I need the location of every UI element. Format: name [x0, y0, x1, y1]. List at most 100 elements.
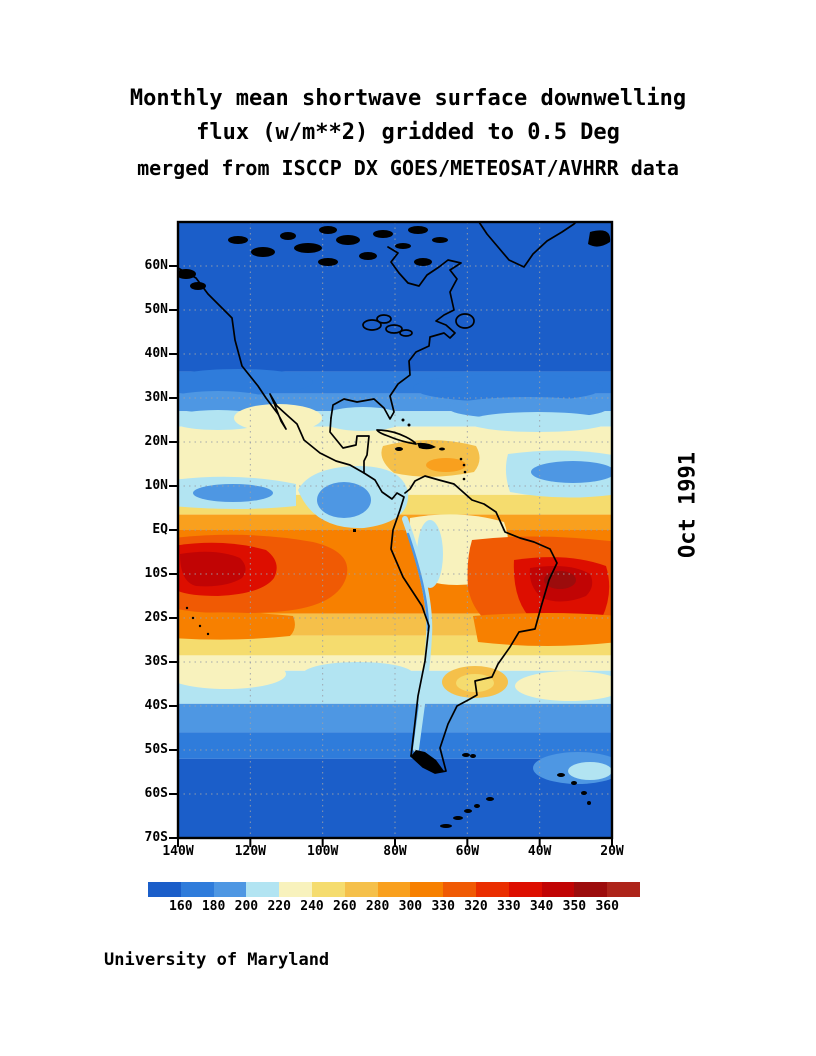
pacific-island	[191, 616, 195, 620]
lat-tick-label: 10N	[144, 478, 168, 493]
date-side-label: Oct 1991	[675, 452, 701, 558]
antilles-island	[462, 477, 466, 481]
arctic-island	[319, 226, 337, 234]
antarctic-peninsula-island	[486, 797, 494, 801]
antilles-island	[463, 470, 467, 474]
falkland-island	[462, 753, 470, 757]
lon-tick-label: 100W	[307, 844, 339, 859]
colorbar-segment	[344, 882, 378, 897]
lat-tick-label: 20N	[144, 434, 168, 449]
lon-tick-label: 120W	[234, 844, 266, 859]
jamaica	[395, 447, 403, 451]
great-lake-outline	[362, 319, 382, 331]
colorbar-tick-label: 180	[201, 899, 226, 914]
great-lake-outline	[385, 324, 403, 334]
colorbar-segment	[508, 882, 542, 897]
colorbar	[148, 882, 640, 897]
colorbar-segment	[148, 882, 181, 897]
colorbar-segment	[574, 882, 608, 897]
falkland-island	[470, 754, 476, 758]
antarctic-peninsula-island	[474, 804, 480, 808]
colorbar-segment	[475, 882, 509, 897]
lon-tick-label: 60W	[455, 844, 480, 859]
arctic-island	[414, 258, 432, 266]
lat-tick-label: 30S	[144, 654, 168, 669]
colorbar-tick-label: 240	[300, 899, 324, 914]
south-georgia-island	[571, 781, 577, 785]
lat-tick-label: 60N	[144, 258, 168, 273]
galapagos	[353, 529, 356, 532]
islands	[178, 226, 611, 828]
colorbar-segment	[541, 882, 575, 897]
puerto-rico	[439, 447, 445, 451]
lat-tick-label: 40N	[144, 346, 168, 361]
colorbar-tick-label: 320	[464, 899, 488, 914]
flux-map	[169, 220, 614, 847]
title-line-2: flux (w/m**2) gridded to 0.5 Deg	[196, 120, 620, 145]
colorbar-tick-label: 160	[169, 899, 193, 914]
lat-tick-label: 40S	[144, 698, 168, 713]
colorbar-segment	[607, 882, 640, 897]
arctic-island	[432, 237, 448, 243]
coastline-east-south-america	[404, 475, 558, 774]
lat-tick-label: 20S	[144, 610, 168, 625]
great-lake-outline	[399, 329, 413, 337]
colorbar-segment	[213, 882, 247, 897]
south-sandwich-island	[587, 801, 591, 805]
alaska-panhandle-island	[190, 282, 206, 290]
lat-tick-label: 70S	[144, 830, 168, 845]
lat-tick-label: 60S	[144, 786, 168, 801]
colorbar-tick-label: 340	[529, 899, 554, 914]
lon-tick-label: 80W	[383, 844, 407, 859]
bahamas-island	[401, 418, 405, 422]
south-georgia-island	[557, 773, 565, 777]
colorbar-segment	[180, 882, 214, 897]
lat-tick-label: 50S	[144, 742, 168, 757]
arctic-island	[408, 226, 428, 234]
colorbar-segment	[410, 882, 444, 897]
lon-tick-label: 140W	[162, 844, 194, 859]
graticule	[178, 222, 612, 838]
flux-anomaly-patches	[178, 369, 612, 784]
coastline-east-north-america	[330, 246, 462, 420]
great-lake-outline	[376, 314, 392, 324]
colorbar-tick-label: 350	[562, 899, 587, 914]
south-sandwich-island	[581, 791, 587, 795]
lat-tick-label: EQ	[152, 522, 168, 537]
newfoundland-outline	[455, 313, 475, 329]
coastlines	[178, 222, 577, 774]
pacific-island	[206, 632, 210, 636]
axis-ticks	[169, 265, 613, 847]
alaska-panhandle-island	[178, 269, 196, 279]
antilles-island	[462, 463, 466, 467]
colorbar-segment	[311, 882, 345, 897]
colorbar-tick-label: 200	[234, 899, 259, 914]
colorbar-segment	[443, 882, 476, 897]
pacific-island	[198, 624, 202, 628]
arctic-island	[318, 258, 338, 266]
lon-tick-label: 40W	[527, 844, 552, 859]
hispaniola	[417, 442, 436, 450]
colorbar-segment	[279, 882, 312, 897]
lon-tick-label: 20W	[600, 844, 624, 859]
arctic-island	[336, 235, 360, 245]
credit-text: University of Maryland	[104, 950, 330, 970]
arctic-island	[251, 247, 275, 257]
lat-tick-label: 50N	[144, 302, 168, 317]
lat-tick-label: 10S	[144, 566, 168, 581]
iceland	[588, 230, 611, 247]
coastline-gulf-of-mexico	[329, 417, 370, 474]
antarctic-peninsula-island	[464, 809, 472, 813]
arctic-island	[294, 243, 322, 253]
colorbar-segment	[246, 882, 280, 897]
antilles-island	[459, 457, 463, 461]
coastline-west-americas	[178, 267, 430, 757]
colorbar-tick-label: 300	[398, 899, 423, 914]
arctic-island	[359, 252, 377, 260]
antarctic-peninsula-island	[440, 824, 452, 828]
coastline-greenland	[478, 222, 577, 268]
colorbar-tick-label: 330	[431, 899, 455, 914]
tierra-del-fuego	[411, 750, 444, 773]
cuba-outline	[376, 429, 417, 445]
